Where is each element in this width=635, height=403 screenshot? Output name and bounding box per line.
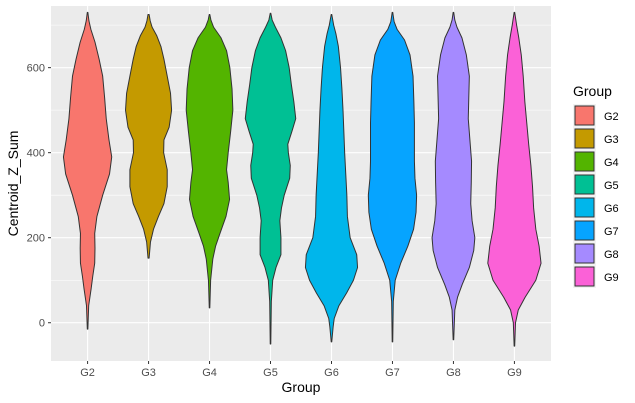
violin-g3 [125,14,173,259]
x-tick-label: G8 [446,367,461,379]
violin-g5 [244,12,297,345]
legend-label: G4 [604,157,619,169]
legend: Group G2 G3 G4 G5 G6 G7 G8 G9 [573,83,619,288]
x-axis: G2 G3 G4 G5 G6 G7 G8 G9 [80,361,522,379]
legend-item: G3 [573,127,619,150]
legend-label: G5 [604,180,619,192]
y-tick-label: 400 [27,148,45,160]
y-tick-label: 200 [27,233,45,245]
violin-g9 [487,11,542,347]
y-tick-label: 600 [27,63,45,75]
violin-g4 [185,14,234,309]
x-tick-label: G2 [80,367,95,379]
legend-label: G3 [604,134,619,146]
legend-label: G6 [604,203,619,215]
legend-swatch [574,197,595,218]
legend-swatch [574,220,595,241]
violins [62,11,542,347]
legend-swatch [574,151,595,172]
legend-swatch [574,128,595,149]
legend-swatch [574,105,595,126]
legend-item: G2 [573,104,619,127]
legend-item: G5 [573,173,619,196]
x-tick-label: G7 [385,367,400,379]
violin-g6 [304,14,359,343]
legend-item: G8 [573,242,619,265]
x-tick-label: G6 [324,367,339,379]
legend-item: G7 [573,219,619,242]
legend-item: G9 [573,265,619,288]
legend-item: G6 [573,196,619,219]
x-tick-label: G9 [507,367,522,379]
legend-swatch [574,174,595,195]
x-tick-label: G4 [202,367,217,379]
legend-label: G7 [604,226,619,238]
x-axis-title: Group [282,379,321,395]
legend-swatch [574,266,595,287]
violin-g2 [62,11,113,330]
x-tick-label: G3 [141,367,156,379]
violin-g8 [431,11,476,341]
legend-item: G4 [573,150,619,173]
legend-label: G8 [604,249,619,261]
x-tick-label: G5 [263,367,278,379]
legend-items: G2 G3 G4 G5 G6 G7 G8 G9 [573,104,619,288]
y-axis-title: Centroid_Z_Sum [5,131,21,237]
legend-swatch [574,243,595,264]
y-tick-label: 0 [39,318,45,330]
y-axis: 0 200 400 600 [27,63,51,330]
plot-panel [51,6,551,361]
legend-label: G9 [604,272,619,284]
violin-g7 [367,11,418,343]
legend-title: Group [573,83,612,99]
legend-label: G2 [604,111,619,123]
